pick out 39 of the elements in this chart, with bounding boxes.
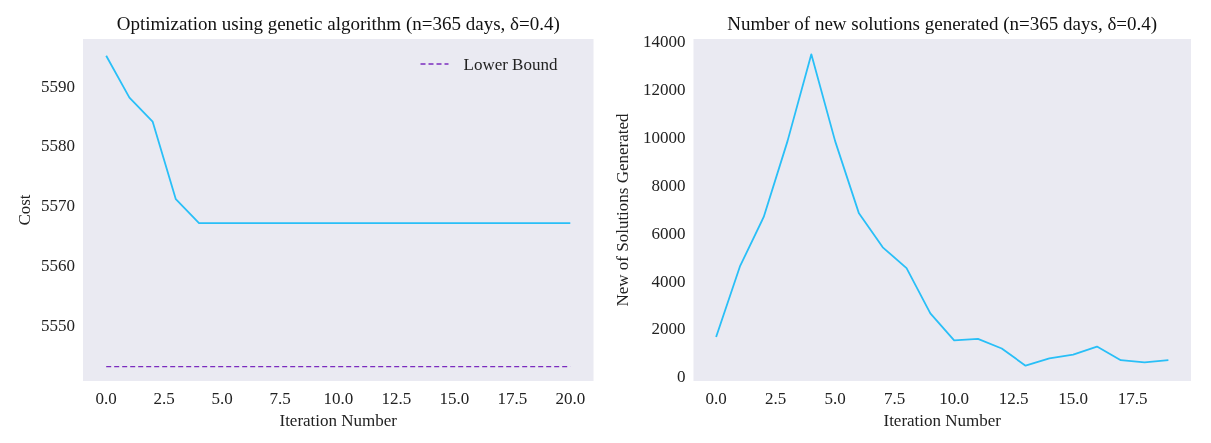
x-tick-label: 2.5 <box>765 389 787 408</box>
y-tick-label: 4000 <box>651 271 686 291</box>
x-tick-label: 15.0 <box>439 389 470 408</box>
line-series <box>715 53 1170 367</box>
y-tick-label: 8000 <box>651 175 686 195</box>
y-tick-label: 0 <box>677 367 686 387</box>
x-axis-title: Iteration Number <box>279 411 398 430</box>
x-tick-label: 5.0 <box>824 389 846 408</box>
x-tick-label: 7.5 <box>269 389 291 408</box>
y-tick-label: 5590 <box>41 76 75 96</box>
x-tick-label: 7.5 <box>884 389 906 408</box>
x-tick-label: 15.0 <box>1058 389 1089 408</box>
x-tick-label: 5.0 <box>211 389 233 408</box>
x-tick-label: 0.0 <box>705 389 727 408</box>
x-tick-label: 17.5 <box>1117 389 1148 408</box>
x-tick-label: 20.0 <box>555 389 586 408</box>
x-axis-title: Iteration Number <box>883 411 1002 430</box>
x-tick-label: 12.5 <box>998 389 1029 408</box>
x-tick-label: 17.5 <box>497 389 528 408</box>
y-axis-title: New of Solutions Generated <box>612 112 632 307</box>
y-axis-title: Cost <box>15 194 34 226</box>
y-tick-label: 5570 <box>41 196 75 216</box>
line-series <box>105 54 572 225</box>
y-tick-label: 10000 <box>643 128 686 148</box>
y-tick-label: 14000 <box>643 32 686 52</box>
x-tick-label: 12.5 <box>381 389 412 408</box>
chart-title: Optimization using genetic algorithm (n=365 days, δ=0.4) <box>116 13 560 35</box>
x-tick-label: 10.0 <box>939 389 970 408</box>
x-tick-label: 10.0 <box>323 389 354 408</box>
y-tick-label: 2000 <box>651 319 686 339</box>
y-tick-label: 5560 <box>41 255 75 275</box>
y-tick-label: 6000 <box>651 223 686 243</box>
legend-label: Lower Bound <box>463 54 558 74</box>
chart-title: Number of new solutions generated (n=365 days, δ=0.4) <box>727 13 1158 35</box>
x-tick-label: 2.5 <box>153 389 175 408</box>
y-tick-label: 12000 <box>643 80 686 100</box>
y-tick-label: 5550 <box>41 315 75 335</box>
y-tick-label: 5580 <box>41 136 75 156</box>
x-tick-label: 0.0 <box>95 389 117 408</box>
